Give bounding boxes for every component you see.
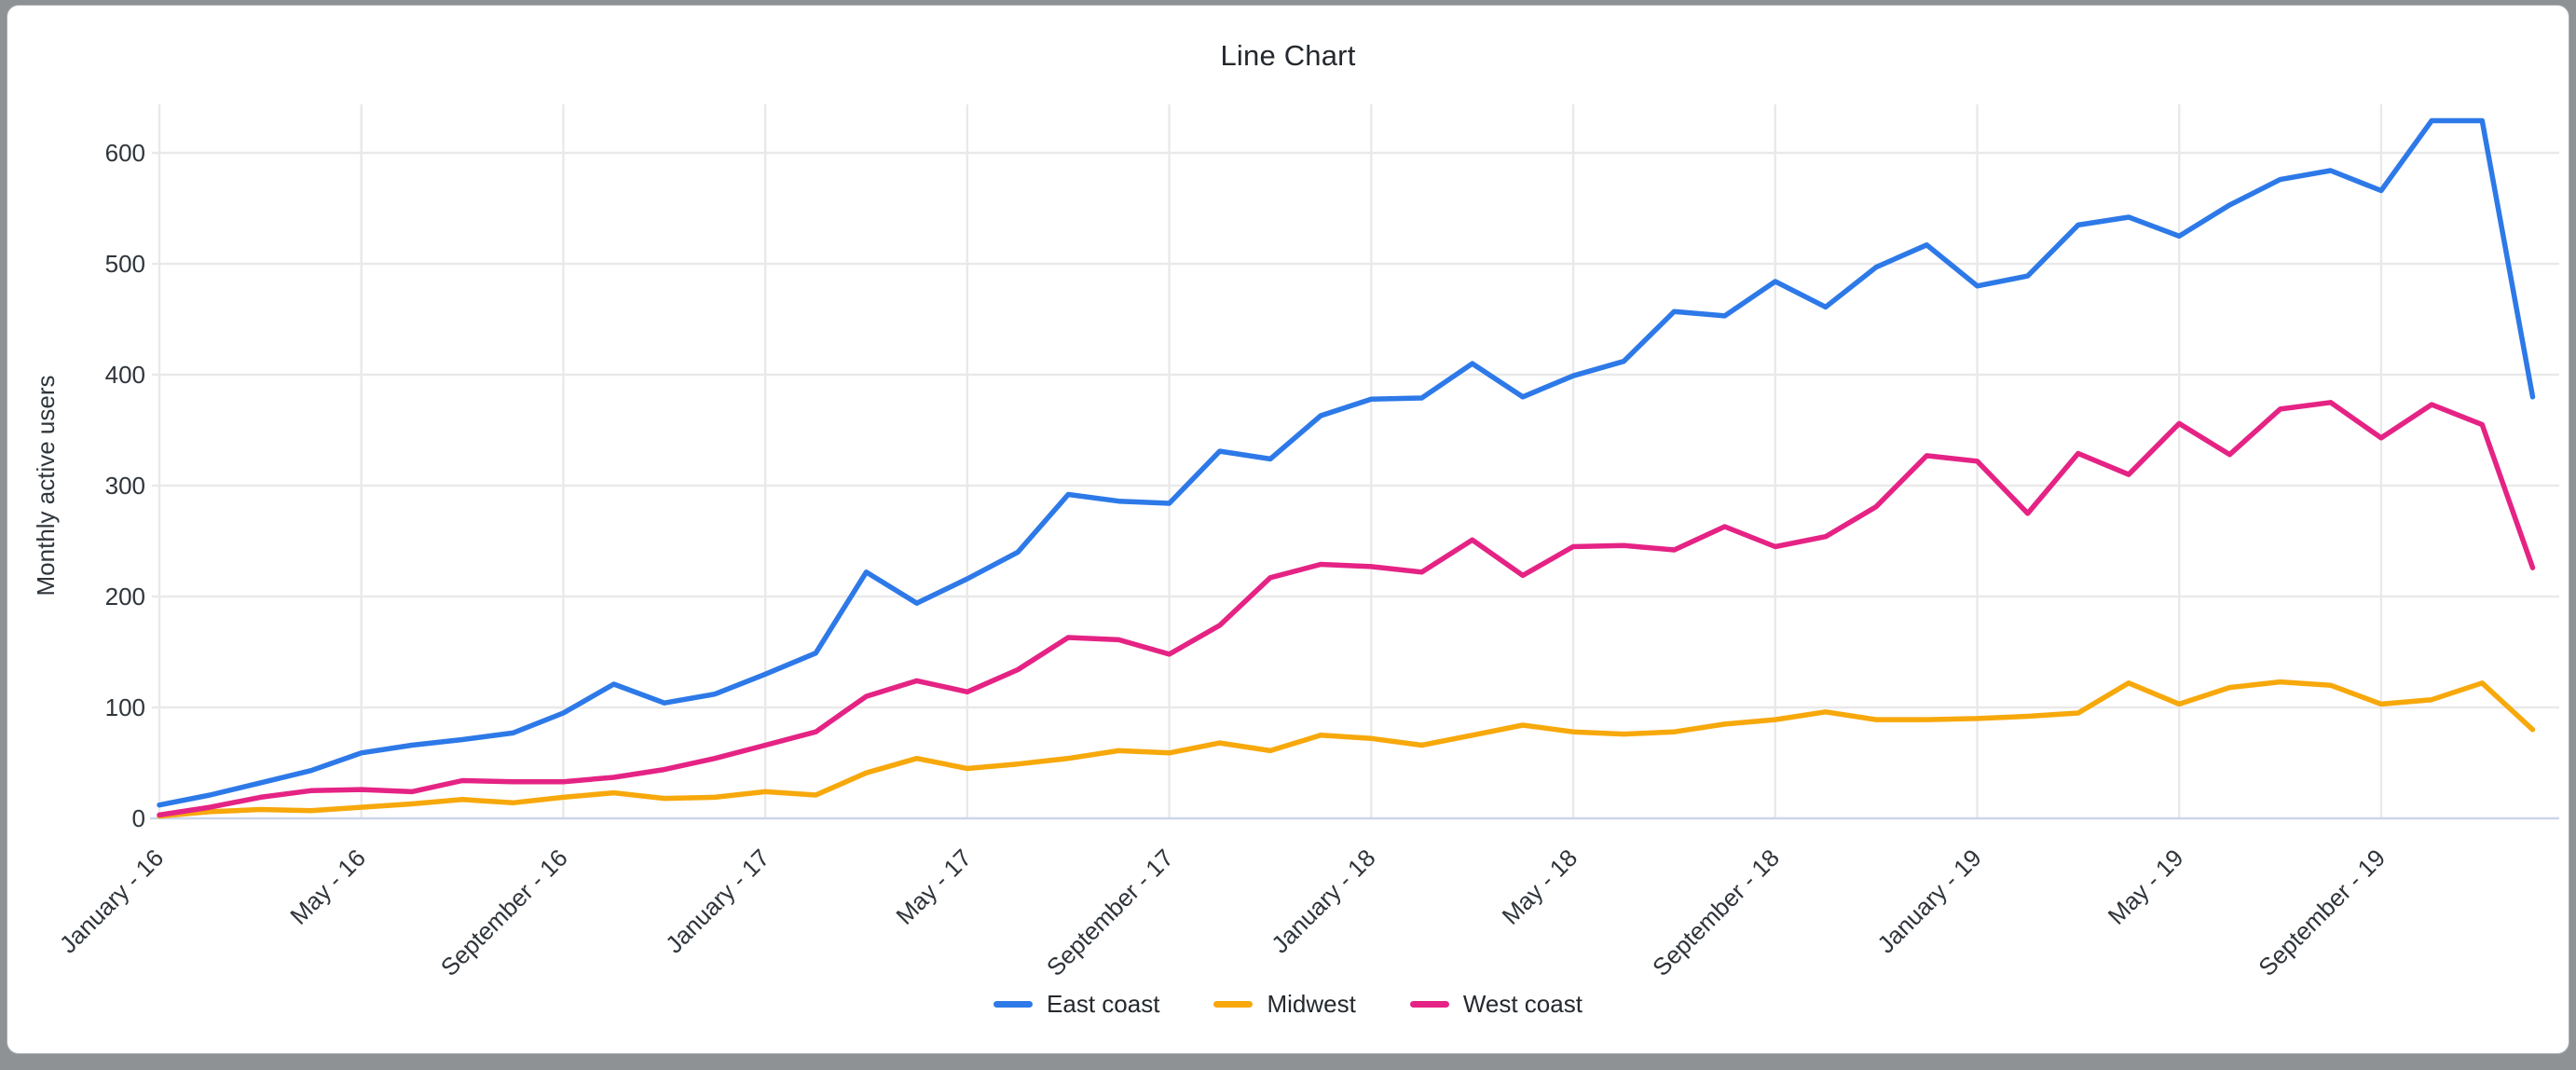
y-tick-label: 400 [105,361,145,389]
vertical-gridlines [158,104,2383,818]
x-tick-label: September - 19 [2253,844,2391,981]
series-line-east-coast [157,117,2536,808]
x-tick-label: September - 17 [1041,844,1179,981]
y-tick-label: 600 [105,139,145,167]
x-tick-label: January - 17 [660,844,774,958]
y-tick-label: 100 [105,693,145,721]
chart-legend: East coast Midwest West coast [7,990,2569,1019]
chart-title: Line Chart [1220,39,1356,72]
horizontal-gridlines [152,151,2559,709]
x-tick-label: January - 19 [1871,844,1986,958]
line-chart-canvas[interactable]: 0 100 200 300 400 500 600 January - 16 May - 16 S… [7,6,2576,1070]
x-tick-label: September - 16 [435,844,573,981]
legend-swatch [1213,1001,1254,1008]
y-tick-label: 500 [105,250,145,278]
legend-item-east-coast: East coast [993,990,1159,1019]
series-line-midwest [157,679,2536,819]
legend-label: Midwest [1267,990,1356,1018]
legend-item-midwest: Midwest [1213,990,1356,1019]
y-tick-label: 200 [105,583,145,610]
chart-card[interactable]: Line Chart 0 100 200 300 400 500 600 January - … [7,5,2569,1054]
legend-swatch [993,1001,1034,1008]
y-axis-tick-labels: 0 100 200 300 400 500 600 [105,139,145,832]
x-tick-label: May - 18 [1497,844,1583,930]
y-axis-title: Monthly active users [32,376,60,597]
legend-swatch [1409,1001,1449,1008]
x-tick-label: May - 17 [890,844,977,930]
x-tick-label: January - 18 [1266,844,1380,958]
y-tick-label: 0 [132,804,145,832]
x-tick-label: September - 18 [1647,844,1785,981]
legend-label: East coast [1047,990,1160,1018]
x-axis-tick-labels: January - 16 May - 16 September - 16 Januar… [54,844,2391,981]
legend-label: West coast [1462,990,1583,1018]
x-tick-label: May - 19 [2103,844,2189,930]
y-tick-label: 300 [105,472,145,500]
x-tick-label: May - 16 [284,844,371,930]
series-line-west-coast [157,400,2536,818]
legend-item-west-coast: West coast [1409,990,1583,1019]
x-tick-label: January - 16 [54,844,169,958]
